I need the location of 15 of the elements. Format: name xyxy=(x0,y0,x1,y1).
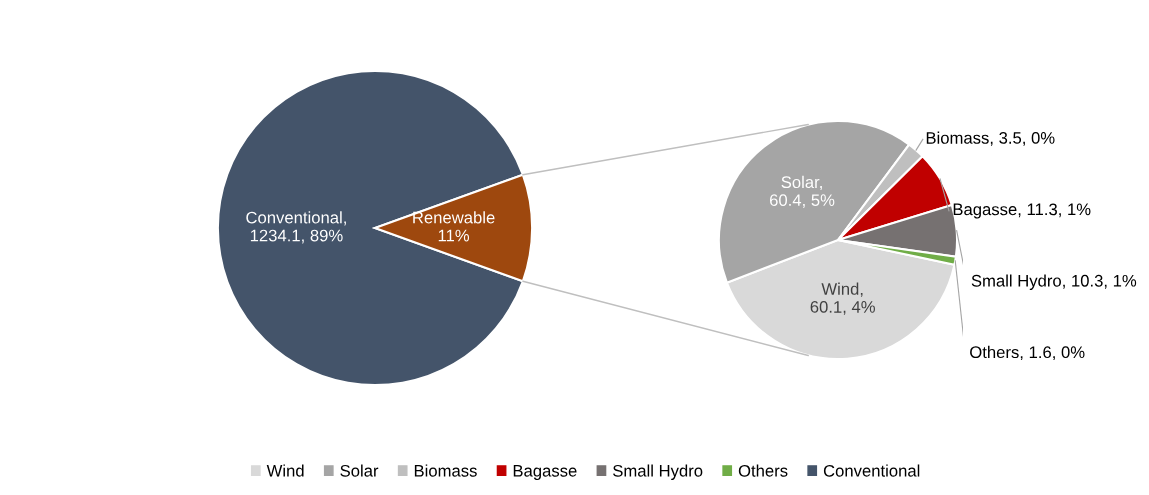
legend-label: Conventional xyxy=(823,464,920,477)
legend-label: Small Hydro xyxy=(613,464,703,480)
data-label: Solar, 60.4, 5% xyxy=(770,175,835,208)
legend-label: Solar xyxy=(340,464,379,477)
data-label: Small Hydro, 10.3, 1% xyxy=(971,274,1137,290)
data-label: Renewable 11% xyxy=(413,211,495,242)
data-label: Others, 1.6, 0% xyxy=(970,345,1085,361)
data-label: Biomass, 3.5, 0% xyxy=(926,131,1055,146)
legend-label: Wind xyxy=(266,464,304,477)
legend-label: Biomass xyxy=(414,464,477,477)
data-label: Bagasse, 11.3, 1% xyxy=(953,203,1091,219)
data-label: Wind, 60.1, 4% xyxy=(810,282,875,315)
legend-label: Others xyxy=(738,464,788,477)
data-label: Conventional, 1234.1, 89% xyxy=(246,211,346,244)
legend-label: Bagasse xyxy=(513,465,577,480)
